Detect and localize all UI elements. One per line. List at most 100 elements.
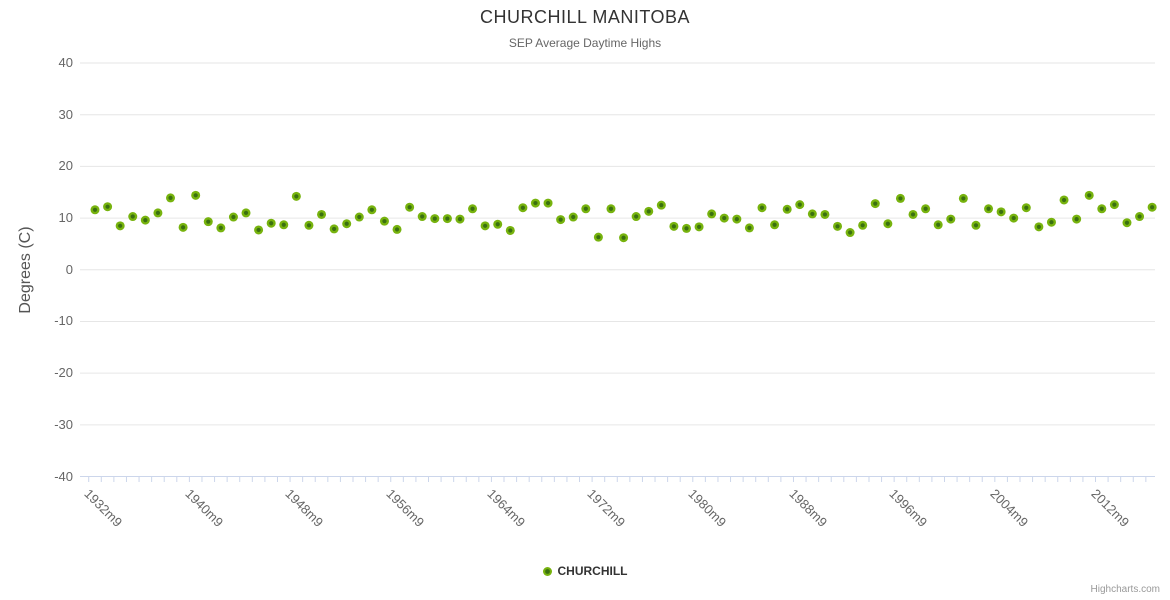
data-point-1944m9[interactable] [241,208,251,218]
data-point-core [495,222,500,227]
data-point-core [508,228,513,233]
y-axis-tick-label: 0 [65,261,73,277]
data-point-2015m9[interactable] [1135,212,1145,222]
data-point-1991m9[interactable] [833,221,843,231]
data-point-1987m9[interactable] [782,204,792,214]
data-point-1948m9[interactable] [291,191,301,201]
data-point-1933m9[interactable] [103,202,113,212]
data-point-1998m9[interactable] [921,204,931,214]
data-point-1937m9[interactable] [153,208,163,218]
data-point-1981m9[interactable] [707,209,717,219]
legend-item-churchill[interactable]: CHURCHILL [0,564,1170,578]
data-point-1943m9[interactable] [228,212,238,222]
data-point-core [835,224,840,229]
data-point-2008m9[interactable] [1046,217,1056,227]
data-point-2016m9[interactable] [1147,202,1157,212]
data-point-1939m9[interactable] [178,222,188,232]
data-point-1934m9[interactable] [115,221,125,231]
data-point-core [206,219,211,224]
data-point-2000m9[interactable] [946,214,956,224]
data-point-1996m9[interactable] [895,193,905,203]
data-point-2001m9[interactable] [958,193,968,203]
data-point-1995m9[interactable] [883,219,893,229]
data-point-1999m9[interactable] [933,220,943,230]
data-point-1983m9[interactable] [732,214,742,224]
data-point-1988m9[interactable] [795,200,805,210]
data-point-1936m9[interactable] [140,215,150,225]
data-point-1978m9[interactable] [669,221,679,231]
data-point-1989m9[interactable] [807,209,817,219]
data-point-core [1112,202,1117,207]
data-point-1968m9[interactable] [543,198,553,208]
data-point-2013m9[interactable] [1109,200,1119,210]
data-point-1956m9[interactable] [392,224,402,234]
data-point-1942m9[interactable] [216,223,226,233]
data-point-1984m9[interactable] [744,223,754,233]
data-point-1949m9[interactable] [304,220,314,230]
data-point-1963m9[interactable] [480,221,490,231]
data-point-core [621,235,626,240]
data-point-2012m9[interactable] [1097,204,1107,214]
data-point-2004m9[interactable] [996,207,1006,217]
data-point-1986m9[interactable] [770,220,780,230]
data-point-1932m9[interactable] [90,205,100,215]
data-point-2014m9[interactable] [1122,218,1132,228]
data-point-1982m9[interactable] [719,213,729,223]
data-point-1985m9[interactable] [757,203,767,213]
data-point-1953m9[interactable] [354,212,364,222]
data-point-1954m9[interactable] [367,205,377,215]
data-point-1977m9[interactable] [656,200,666,210]
data-point-2007m9[interactable] [1034,222,1044,232]
data-point-2005m9[interactable] [1009,213,1019,223]
data-point-1994m9[interactable] [870,199,880,209]
data-point-2009m9[interactable] [1059,195,1069,205]
highcharts-credit-link[interactable]: Highcharts.com [1090,584,1160,595]
data-point-1969m9[interactable] [556,215,566,225]
data-point-1993m9[interactable] [858,220,868,230]
data-point-1945m9[interactable] [254,225,264,235]
data-point-1976m9[interactable] [644,206,654,216]
data-point-2003m9[interactable] [984,204,994,214]
data-point-1960m9[interactable] [442,214,452,224]
data-point-1946m9[interactable] [266,218,276,228]
data-point-1947m9[interactable] [279,220,289,230]
data-point-1961m9[interactable] [455,214,465,224]
data-point-2010m9[interactable] [1072,214,1082,224]
data-point-1964m9[interactable] [493,219,503,229]
data-point-core [118,223,123,228]
data-point-1962m9[interactable] [468,204,478,214]
data-point-1959m9[interactable] [430,214,440,224]
data-point-1970m9[interactable] [568,212,578,222]
data-point-1957m9[interactable] [405,202,415,212]
data-point-1935m9[interactable] [128,212,138,222]
data-point-2011m9[interactable] [1084,190,1094,200]
data-point-1951m9[interactable] [329,224,339,234]
data-point-1990m9[interactable] [820,209,830,219]
data-point-1967m9[interactable] [530,198,540,208]
data-point-core [332,226,337,232]
data-point-1992m9[interactable] [845,228,855,238]
data-point-1952m9[interactable] [342,219,352,229]
data-point-1974m9[interactable] [619,233,629,243]
data-point-1950m9[interactable] [317,209,327,219]
data-point-2002m9[interactable] [971,220,981,230]
data-point-1966m9[interactable] [518,203,528,213]
data-point-1979m9[interactable] [681,223,691,233]
data-point-1971m9[interactable] [581,204,591,214]
data-point-1938m9[interactable] [166,193,176,203]
data-point-1955m9[interactable] [379,216,389,226]
data-point-1940m9[interactable] [191,190,201,200]
data-point-1958m9[interactable] [417,212,427,222]
data-point-1965m9[interactable] [505,225,515,235]
data-point-1941m9[interactable] [203,217,213,227]
data-point-1975m9[interactable] [631,212,641,222]
data-point-2006m9[interactable] [1021,203,1031,213]
data-point-1973m9[interactable] [606,204,616,214]
data-point-core [747,225,752,230]
data-point-1980m9[interactable] [694,222,704,232]
data-point-core [848,230,853,235]
data-point-core [218,225,223,230]
data-point-1972m9[interactable] [593,232,603,242]
data-point-1997m9[interactable] [908,209,918,219]
